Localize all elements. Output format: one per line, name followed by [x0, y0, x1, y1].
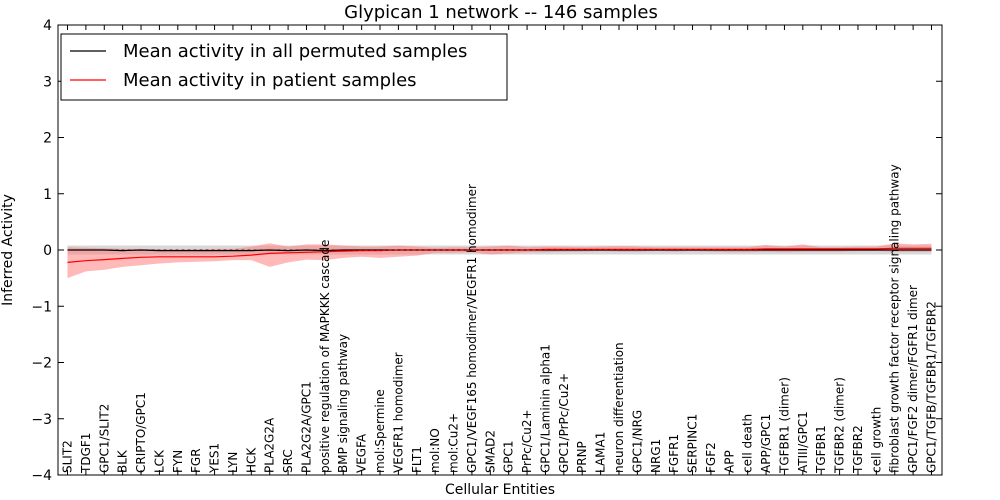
xtick-label: NRG1 [649, 439, 663, 473]
xtick-label: TDGF1 [79, 433, 93, 474]
xtick-label: APP/GPC1 [759, 414, 773, 473]
y-axis-ticks: 4 3 2 1 0 −1 −2 −3 −4 [31, 18, 942, 484]
xtick-label: neuron differentiation [612, 342, 626, 473]
xtick-label: mol:NO [428, 428, 442, 473]
xtick-label: GPC1 [502, 440, 516, 473]
xtick-label: fibroblast growth factor receptor signal… [888, 164, 902, 473]
x-axis-label: Cellular Entities [445, 482, 555, 498]
xtick-label: SERPINC1 [686, 414, 700, 473]
xtick-label: FGFR1 [667, 434, 681, 473]
xtick-label: FYN [171, 450, 185, 473]
y-axis-label: Inferred Activity [0, 194, 16, 306]
ytick-label: 4 [43, 18, 52, 34]
xtick-label: VEGFA [355, 433, 369, 473]
xtick-label: PRNP [575, 441, 589, 473]
ytick-label: −4 [31, 468, 52, 484]
xtick-label: cell growth [869, 407, 883, 473]
xtick-label: positive regulation of MAPKKK cascade [318, 240, 332, 473]
ytick-label: −1 [31, 299, 52, 315]
ytick-label: 0 [43, 243, 52, 259]
ytick-label: 1 [43, 187, 52, 203]
xtick-label: HCK [244, 447, 258, 473]
xtick-label: LAMA1 [594, 432, 608, 473]
xtick-label: FGR [189, 448, 203, 473]
xtick-label: YES1 [208, 443, 222, 474]
xtick-label: GPC1/FGF2 dimer/FGFR1 dimer [906, 285, 920, 473]
xtick-label: APP [722, 450, 736, 473]
ytick-label: −2 [31, 356, 52, 372]
xtick-label: PLA2G2A [263, 417, 277, 473]
xtick-label: SMAD2 [483, 430, 497, 473]
legend-label-permuted: Mean activity in all permuted samples [123, 41, 467, 62]
legend: Mean activity in all permuted samples Me… [60, 33, 508, 101]
xtick-label: VEGFR1 homodimer [391, 352, 405, 473]
xtick-label: LYN [226, 452, 240, 473]
legend-box [60, 33, 508, 101]
xtick-label: mol:Cu2+ [447, 413, 461, 473]
xtick-label: BMP signaling pathway [336, 334, 350, 473]
xtick-label: CRIPTO/GPC1 [134, 392, 148, 473]
xtick-label: LCK [152, 449, 166, 473]
xtick-label: mol:Spermine [373, 389, 387, 473]
ytick-label: 2 [43, 131, 52, 147]
xtick-label: GPC1/Laminin alpha1 [539, 344, 553, 473]
xtick-label: PLA2G2A/GPC1 [300, 381, 314, 473]
xtick-label: GPC1/NRG [630, 410, 644, 473]
xtick-label: BLK [116, 449, 130, 473]
xtick-label: FGF2 [704, 442, 718, 473]
ytick-label: 3 [43, 74, 52, 90]
x-axis-ticks: SLIT2 TDGF1 GPC1/SLIT2 BLK CRIPTO/GPC1 LCK FYN… [61, 25, 939, 475]
xtick-label: cell death [741, 414, 755, 473]
xtick-label: SLIT2 [61, 440, 75, 473]
legend-label-patient: Mean activity in patient samples [123, 70, 417, 91]
chart-title: Glypican 1 network -- 146 samples [344, 2, 658, 23]
xtick-label: FLT1 [410, 446, 424, 473]
xtick-label: GPC1/SLIT2 [97, 404, 111, 473]
xtick-label: PrPc/Cu2+ [520, 409, 534, 473]
band-patient [67, 243, 932, 279]
xtick-label: GPC1/PrPc/Cu2+ [557, 373, 571, 473]
xtick-label: TGFBR2 (dimer) [833, 377, 847, 474]
xtick-label: GPC1/TGFB/TGFBR1/TGFBR2 [925, 301, 939, 473]
xtick-label: TGFBR1 [814, 425, 828, 474]
xtick-label: ATIII/GPC1 [796, 411, 810, 473]
xtick-label: TGFBR2 [851, 425, 865, 474]
xtick-label: TGFBR1 (dimer) [777, 377, 791, 474]
ytick-label: −3 [31, 412, 52, 428]
xtick-label: GPC1/VEGF165 homodimer/VEGFR1 homodimer [465, 184, 479, 473]
xtick-label: SRC [281, 449, 295, 473]
